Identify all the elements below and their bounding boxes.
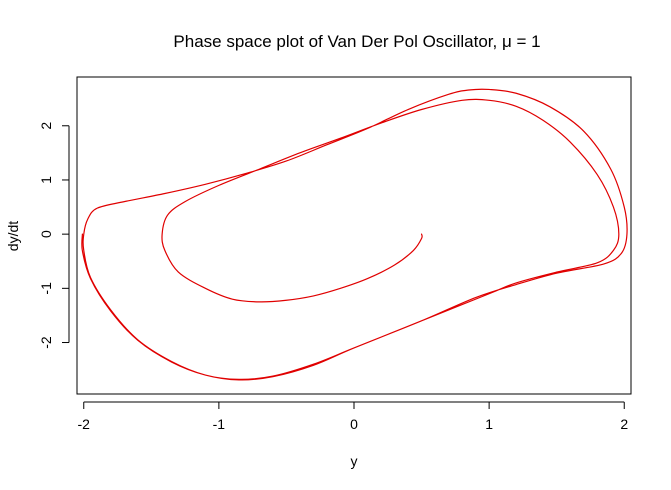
- x-tick-label: -1: [213, 416, 226, 432]
- y-tick-label: -2: [38, 336, 54, 349]
- y-tick-label: 0: [38, 230, 54, 238]
- x-tick-label: 2: [620, 416, 628, 432]
- x-tick-label: -2: [78, 416, 91, 432]
- y-tick-label: 2: [38, 122, 54, 130]
- series-layer: [81, 88, 628, 381]
- y-tick-label: -1: [38, 282, 54, 295]
- plot-frame: [76, 76, 632, 395]
- chart-title: Phase space plot of Van Der Pol Oscillat…: [173, 32, 540, 51]
- y-tick-label: 1: [38, 176, 54, 184]
- y-axis-label: dy/dt: [5, 221, 21, 251]
- x-tick-label: 0: [350, 416, 358, 432]
- y-axis: -2 -1 0 1 2: [38, 122, 70, 349]
- x-tick-label: 1: [485, 416, 493, 432]
- trajectory-line: [81, 88, 628, 381]
- x-axis-label: y: [351, 453, 358, 469]
- x-axis: -2 -1 0 1 2: [78, 401, 628, 432]
